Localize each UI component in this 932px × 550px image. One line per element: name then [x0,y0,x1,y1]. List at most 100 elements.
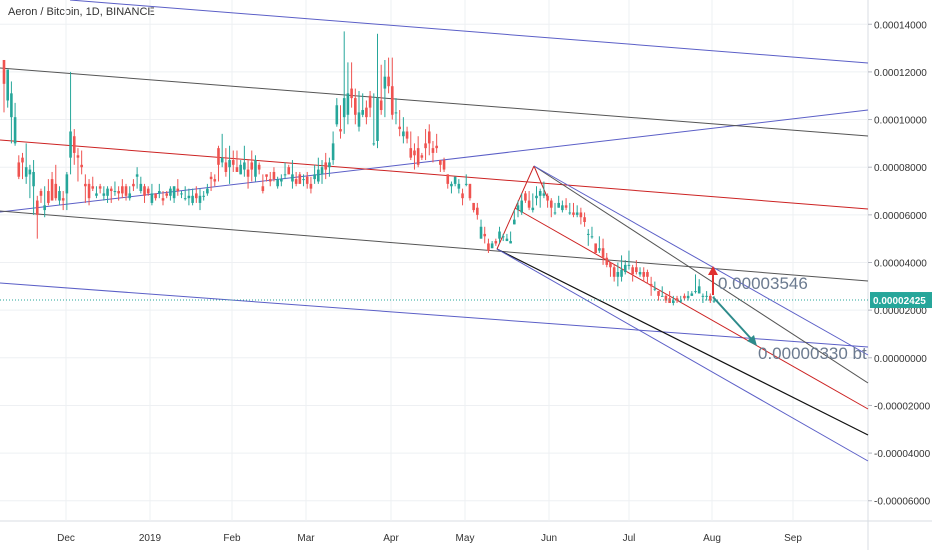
candle-body [354,98,357,115]
candle-body [479,226,483,239]
candle-body [98,186,102,189]
candle-body [513,219,516,225]
candle-body [531,207,535,211]
candle-body [39,191,43,196]
y-tick-label: 0.00014000 [874,20,927,31]
candle-body [146,188,150,194]
candle-body [161,198,165,201]
candle-body [660,295,664,297]
candle-body [483,233,487,237]
candle-body [623,264,627,273]
candle-body [446,174,450,184]
candle-body [187,195,191,199]
candle-body [635,267,638,273]
x-tick-label: 2019 [139,533,162,544]
candle-body [287,167,291,175]
candle-body [283,174,287,176]
pitchfork-outer-lower-line [496,248,869,462]
candle-body [653,288,657,290]
candle-body [631,267,634,275]
candle-body [265,174,268,177]
candle-body [58,191,61,201]
candle-body [47,191,50,203]
candle-body [498,231,501,239]
candle-body [172,186,176,199]
candle-body [80,164,83,168]
candle-body [228,160,231,168]
candle-body [291,174,294,182]
candle-body [605,257,609,265]
x-tick-label: Jun [541,533,557,544]
candle-body [294,179,298,184]
x-tick-label: Aug [703,533,721,544]
candle-body [239,164,242,175]
candle-body [376,98,379,141]
candle-body [649,283,653,287]
candle-body [675,298,679,301]
candle-body [165,193,169,196]
candle-body [180,193,183,195]
blue-channel-top-line [69,0,869,64]
candle-body [561,205,564,211]
candle-body [420,155,424,158]
candle-body [490,243,494,249]
candle-body [250,162,254,170]
x-tick-label: Jul [623,533,636,544]
candle-body [394,112,398,114]
candle-body [328,162,331,168]
candle-body [84,183,87,187]
candle-body [453,176,457,184]
y-tick-label: -0.00002000 [874,401,931,412]
candle-body [313,174,316,180]
candle-body [450,183,453,187]
candle-body [198,195,202,203]
candle-body [76,155,80,158]
pitchfork-lower-black-line [496,248,869,436]
candle-body [261,186,265,192]
candle-body [302,179,305,181]
candle-body [413,150,416,156]
candle-body [487,243,490,251]
candle-body [431,148,435,153]
candle-body [568,212,572,214]
candle-body [427,131,431,144]
candle-body [657,291,660,296]
candle-body [35,200,39,215]
candle-body [169,188,172,196]
candle-body [575,212,579,215]
candle-body [368,95,372,108]
candle-body [509,241,512,244]
candle-body [616,272,620,277]
candle-body [335,105,339,125]
current-price-label-bg [870,292,932,309]
candle-body [194,193,198,199]
gray-channel-top-line [0,67,869,137]
candle-body [257,164,261,170]
candle-body [317,169,320,182]
candle-body [464,183,468,185]
candle-body [276,179,279,187]
candle-body [183,198,187,200]
candle-body [620,269,623,277]
candle-body [357,112,361,127]
y-tick-label: 0.00006000 [874,211,927,222]
candle-body [10,93,13,118]
candle-body [457,183,461,189]
candle-body [135,174,139,177]
candle-body [143,186,146,196]
candle-body [520,200,524,213]
candle-body [524,193,527,201]
projection-arrow-down [712,296,756,344]
candle-body [494,241,498,244]
projection-arrow-up-head [708,266,718,275]
candle-body [320,167,324,175]
candle-body [709,295,712,301]
candle-body [390,86,394,115]
candle-body [213,179,217,182]
candle-body [128,193,132,199]
candle-body [409,148,413,158]
candle-body [21,157,24,163]
candle-body [65,174,69,194]
candle-body [579,212,583,218]
